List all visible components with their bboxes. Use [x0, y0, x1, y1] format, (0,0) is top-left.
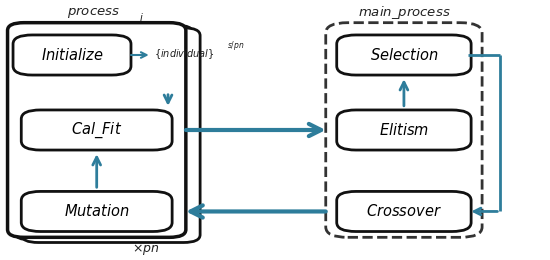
Text: $\mathit{i}$: $\mathit{i}$	[139, 11, 144, 23]
Text: $\mathit{Mutation}$: $\mathit{Mutation}$	[64, 204, 129, 219]
Text: $\mathit{Initialize}$: $\mathit{Initialize}$	[41, 47, 103, 63]
Text: $\mathit{Cal\_Fit}$: $\mathit{Cal\_Fit}$	[71, 120, 122, 140]
Text: $\{individual\}$: $\{individual\}$	[155, 47, 215, 61]
FancyBboxPatch shape	[337, 191, 471, 231]
Text: $\mathit{Crossover}$: $\mathit{Crossover}$	[366, 204, 442, 219]
FancyBboxPatch shape	[337, 110, 471, 150]
Text: $\mathit{process}$: $\mathit{process}$	[68, 5, 120, 20]
FancyBboxPatch shape	[326, 23, 482, 237]
FancyBboxPatch shape	[8, 23, 186, 237]
Text: $\mathit{main\_process}$: $\mathit{main\_process}$	[358, 4, 450, 21]
FancyBboxPatch shape	[21, 110, 172, 150]
Text: $\times\mathit{pn}$: $\times\mathit{pn}$	[133, 242, 160, 257]
Text: $\mathit{Selection}$: $\mathit{Selection}$	[370, 47, 438, 63]
FancyBboxPatch shape	[21, 191, 172, 231]
Text: $\mathit{Elitism}$: $\mathit{Elitism}$	[379, 122, 429, 138]
Text: $s/pn$: $s/pn$	[227, 40, 245, 53]
FancyBboxPatch shape	[15, 25, 193, 240]
FancyBboxPatch shape	[13, 35, 131, 75]
FancyBboxPatch shape	[22, 28, 200, 243]
FancyBboxPatch shape	[337, 35, 471, 75]
